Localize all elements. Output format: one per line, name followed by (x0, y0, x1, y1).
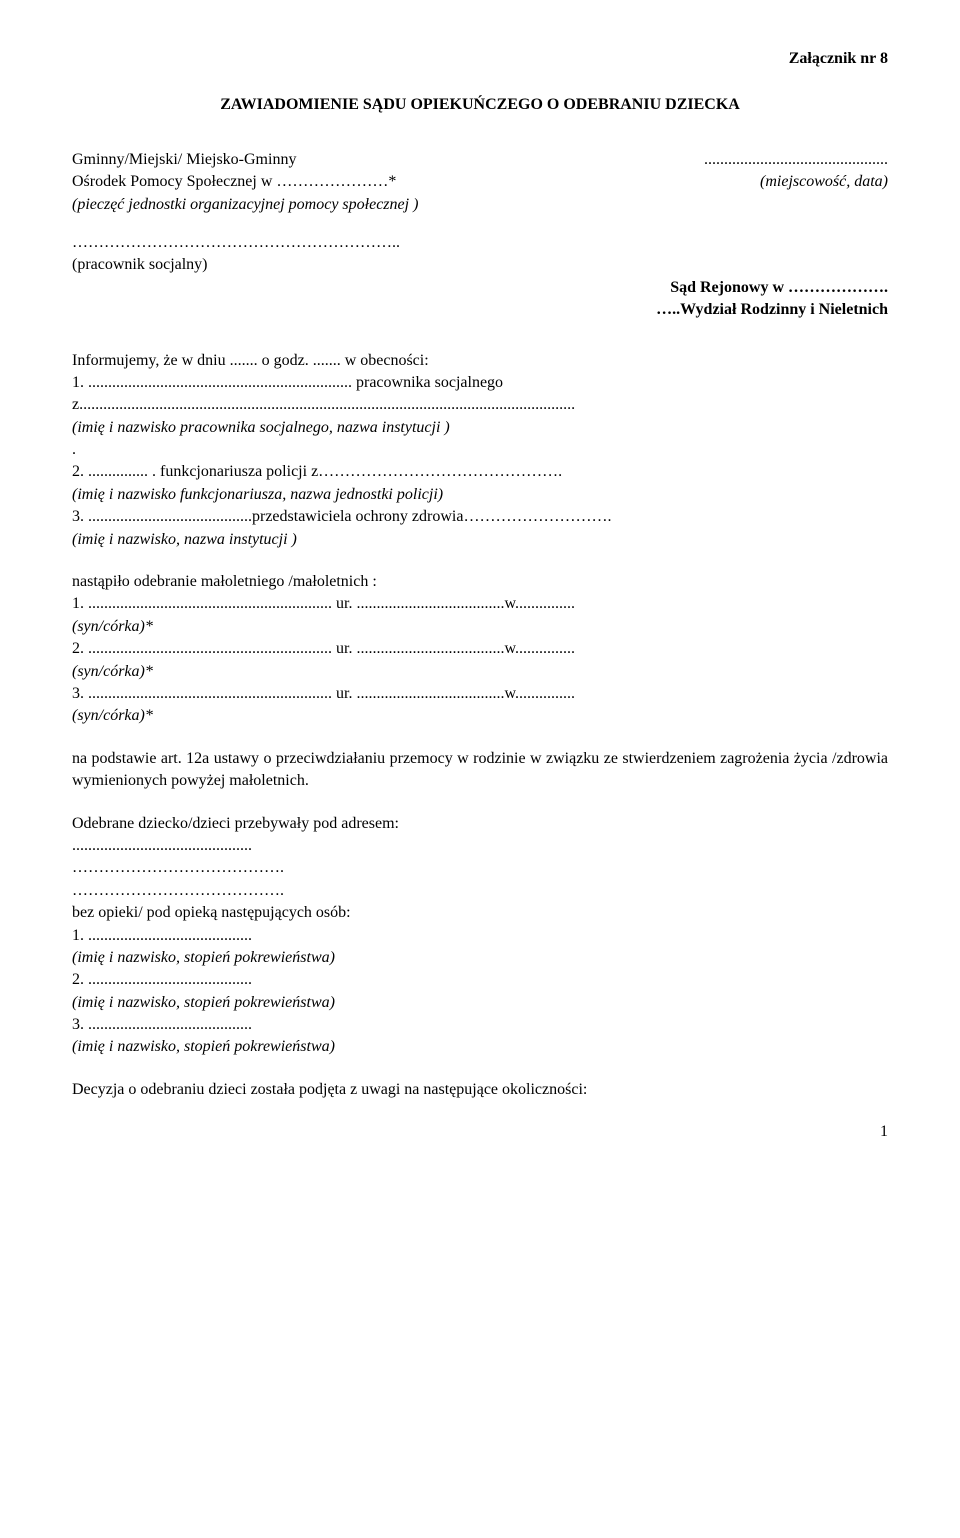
custody-p2-note: (imię i nazwisko, stopień pokrewieństwa) (72, 992, 888, 1014)
social-worker-label: (pracownik socjalny) (72, 254, 888, 276)
header-row: Gminny/Miejski/ Miejsko-Gminny Ośrodek P… (72, 149, 888, 216)
inform-item1b: z.......................................… (72, 394, 888, 416)
court-line1: Sąd Rejonowy w ………………. (72, 277, 888, 299)
court-info: Sąd Rejonowy w ………………. …..Wydział Rodzin… (72, 277, 888, 322)
inform-item3-note: (imię i nazwisko, nazwa instytucji ) (72, 529, 888, 551)
custody-p2: 2. .....................................… (72, 969, 888, 991)
place-date-dots: ........................................… (480, 149, 888, 171)
decision-line: Decyzja o odebraniu dzieci została podję… (72, 1079, 888, 1101)
removal-line1: 1. .....................................… (72, 593, 888, 615)
address-dots3: …………………………………. (72, 880, 888, 902)
legal-basis: na podstawie art. 12a ustawy o przeciwdz… (72, 748, 888, 793)
removal-line1-note: (syn/córka)* (72, 616, 888, 638)
inform-item1a: 1. .....................................… (72, 372, 888, 394)
document-title: ZAWIADOMIENIE SĄDU OPIEKUŃCZEGO O ODEBRA… (72, 94, 888, 116)
address-intro: Odebrane dziecko/dzieci przebywały pod a… (72, 813, 888, 835)
custody-p3-note: (imię i nazwisko, stopień pokrewieństwa) (72, 1036, 888, 1058)
page-number: 1 (72, 1121, 888, 1143)
removal-block: nastąpiło odebranie małoletniego /małole… (72, 571, 888, 728)
removal-line2: 2. .....................................… (72, 638, 888, 660)
inform-intro: Informujemy, że w dniu ....... o godz. .… (72, 350, 888, 372)
sender-note: (pieczęć jednostki organizacyjnej pomocy… (72, 194, 480, 216)
address-block: Odebrane dziecko/dzieci przebywały pod a… (72, 813, 888, 1059)
removal-line3-note: (syn/córka)* (72, 705, 888, 727)
custody-intro: bez opieki/ pod opieką następujących osó… (72, 902, 888, 924)
place-date-label: (miejscowość, data) (480, 171, 888, 193)
header-left: Gminny/Miejski/ Miejsko-Gminny Ośrodek P… (72, 149, 480, 216)
sender-line1: Gminny/Miejski/ Miejsko-Gminny (72, 149, 480, 171)
inform-item2a: 2. ............... . funkcjonariusza pol… (72, 461, 888, 483)
social-worker-block: …………………………………………………….. (pracownik socjal… (72, 232, 888, 277)
custody-p1: 1. .....................................… (72, 925, 888, 947)
removal-line2-note: (syn/córka)* (72, 661, 888, 683)
social-worker-dots: …………………………………………………….. (72, 232, 888, 254)
address-dots2: …………………………………. (72, 857, 888, 879)
sender-line2: Ośrodek Pomocy Społecznej w …………………* (72, 171, 480, 193)
inform-block: Informujemy, że w dniu ....... o godz. .… (72, 350, 888, 552)
inform-item2-note: (imię i nazwisko funkcjonariusza, nazwa … (72, 484, 888, 506)
inform-item1-dot: . (72, 439, 888, 461)
header-right: ........................................… (480, 149, 888, 216)
court-line2: …..Wydział Rodzinny i Nieletnich (72, 299, 888, 321)
attachment-label: Załącznik nr 8 (72, 48, 888, 70)
inform-item3a: 3. .....................................… (72, 506, 888, 528)
custody-p1-note: (imię i nazwisko, stopień pokrewieństwa) (72, 947, 888, 969)
removal-intro: nastąpiło odebranie małoletniego /małole… (72, 571, 888, 593)
inform-item1-note: (imię i nazwisko pracownika socjalnego, … (72, 417, 888, 439)
address-dots1: ........................................… (72, 835, 888, 857)
removal-line3: 3. .....................................… (72, 683, 888, 705)
custody-p3: 3. .....................................… (72, 1014, 888, 1036)
